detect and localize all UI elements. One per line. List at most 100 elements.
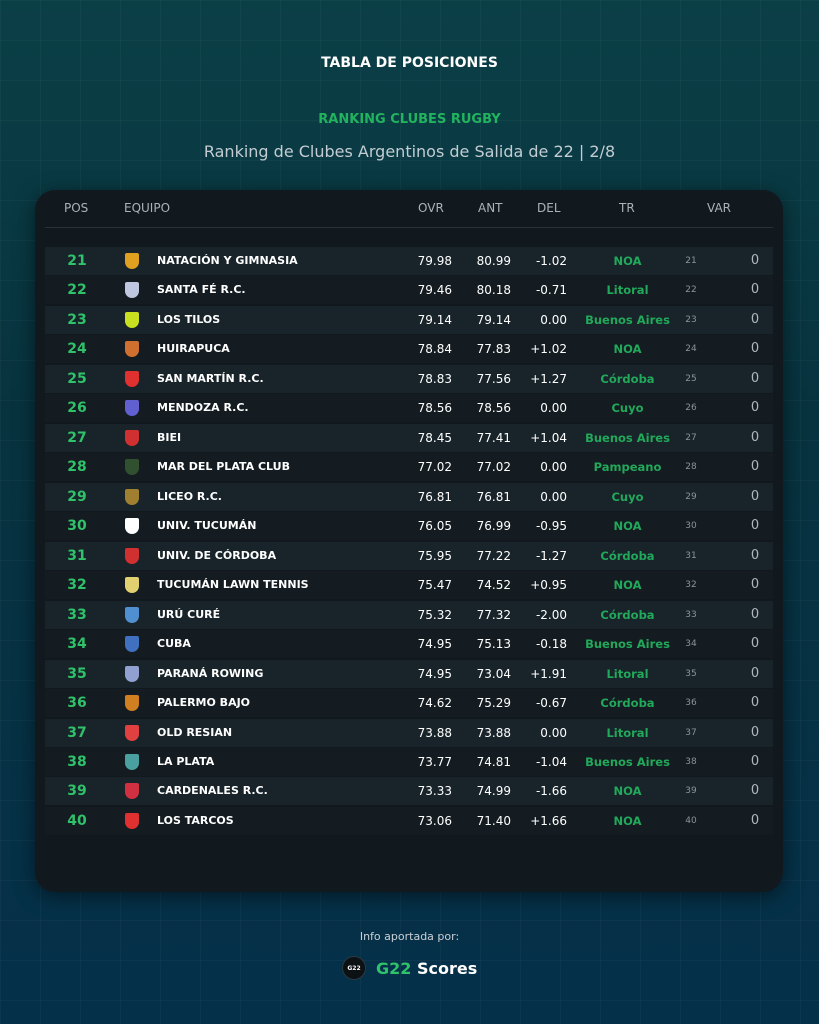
rank: 39	[685, 786, 697, 797]
del: 0.00	[540, 489, 567, 504]
team-badge	[125, 636, 139, 653]
team-badge	[125, 783, 139, 800]
variation: 0	[750, 695, 760, 711]
ovr: 76.05	[417, 519, 452, 534]
table-row: 36 PALERMO BAJO 74.62 75.29 -0.67 Córdoba 36 0	[45, 689, 773, 718]
team-name: CARDENALES R.C.	[157, 784, 268, 798]
region: Buenos Aires	[585, 430, 670, 445]
team-name: MENDOZA R.C.	[157, 401, 249, 415]
team-badge	[125, 429, 139, 446]
position: 21	[67, 253, 87, 269]
ovr: 78.45	[417, 430, 452, 445]
rank: 31	[685, 550, 697, 561]
del: 0.00	[540, 725, 567, 740]
del: -2.00	[535, 607, 567, 622]
del: -0.67	[535, 696, 567, 711]
team-badge	[125, 253, 139, 269]
ovr: 74.95	[417, 637, 452, 652]
del: -1.02	[535, 254, 567, 268]
team-name: LA PLATA	[157, 754, 215, 768]
table-row: 22 SANTA FÉ R.C. 79.46 80.18 -0.71 Litoral 22 0	[45, 276, 773, 305]
brand-logo: G22	[342, 956, 366, 980]
header-divider	[45, 227, 773, 228]
ovr: 73.33	[417, 784, 452, 799]
team-name: OLD RESIAN	[157, 725, 233, 739]
rank: 28	[685, 462, 697, 473]
ovr: 74.95	[417, 666, 452, 681]
position: 29	[67, 488, 87, 505]
del: +1.27	[530, 371, 567, 386]
variation: 0	[750, 253, 760, 268]
rank: 23	[685, 314, 697, 325]
variation: 0	[750, 577, 760, 593]
ovr: 78.84	[417, 342, 452, 357]
description: Ranking de Clubes Argentinos de Salida d…	[203, 142, 616, 161]
ant: 80.18	[476, 283, 511, 298]
team-badge	[125, 311, 139, 328]
team-badge	[125, 577, 139, 594]
position: 39	[67, 783, 87, 800]
rank: 25	[685, 373, 697, 384]
rank: 38	[685, 756, 697, 767]
team-name: SANTA FÉ R.C.	[157, 283, 246, 297]
team-name: MAR DEL PLATA CLUB	[157, 460, 290, 474]
team-name: UNIV. TUCUMÁN	[157, 519, 257, 533]
region: NOA	[613, 813, 642, 828]
variation: 0	[750, 547, 760, 563]
column-header: VAR	[707, 201, 731, 215]
ant: 74.81	[476, 754, 511, 769]
region: NOA	[613, 784, 642, 799]
column-header: OVR	[418, 201, 444, 215]
column-header: TR	[619, 201, 635, 215]
variation: 0	[750, 812, 760, 828]
variation: 0	[750, 400, 760, 416]
team-badge	[125, 606, 139, 623]
team-badge	[125, 370, 139, 387]
ant: 77.83	[476, 342, 511, 357]
ovr: 77.02	[417, 460, 452, 475]
ovr: 79.46	[417, 283, 452, 298]
rank: 40	[685, 815, 697, 826]
rank: 33	[685, 609, 697, 620]
team-badge	[125, 459, 139, 476]
ant: 77.22	[476, 548, 511, 563]
table-row: 21 NATACIÓN Y GIMNASIA 79.98 80.99 -1.02 NOA 2…	[45, 247, 773, 275]
region: Pampeano	[593, 460, 662, 475]
team-badge	[125, 488, 139, 505]
rank: 37	[685, 727, 697, 738]
ant: 76.99	[476, 519, 511, 534]
variation: 0	[750, 429, 760, 445]
del: +1.02	[530, 342, 567, 357]
ant: 75.29	[476, 696, 511, 711]
table-row: 28 MAR DEL PLATA CLUB 77.02 77.02 0.00 Pampea…	[45, 453, 773, 482]
ant: 76.81	[476, 489, 511, 504]
del: +0.95	[530, 578, 567, 593]
variation: 0	[750, 724, 760, 740]
position: 34	[67, 636, 87, 653]
team-badge	[125, 282, 139, 299]
table-row: 25 SAN MARTÍN R.C. 78.83 77.56 +1.27 Córdoba 2…	[45, 364, 773, 393]
ovr: 78.56	[417, 401, 452, 416]
rank: 30	[685, 521, 697, 532]
ovr: 73.77	[417, 754, 452, 769]
ant: 77.41	[476, 430, 511, 445]
table-row: 23 LOS TILOS 79.14 79.14 0.00 Buenos Aires 23 0	[45, 305, 773, 334]
region: Córdoba	[600, 371, 655, 386]
brand: G22 G22 Scores	[342, 956, 477, 980]
ovr: 75.95	[417, 548, 452, 563]
ant: 75.13	[476, 637, 511, 652]
table-row: 24 HUIRAPUCA 78.84 77.83 +1.02 NOA 24 0	[45, 335, 773, 364]
variation: 0	[750, 518, 760, 534]
position: 25	[67, 370, 87, 387]
table-row: 35 PARANÁ ROWING 74.95 73.04 +1.91 Litoral 35 0	[45, 659, 773, 688]
ant: 71.40	[476, 813, 511, 828]
rank: 22	[685, 285, 697, 296]
position: 31	[67, 547, 87, 564]
position: 23	[67, 311, 87, 328]
position: 26	[67, 400, 87, 417]
table-row: 27 BIEI 78.45 77.41 +1.04 Buenos Aires 27 0	[45, 423, 773, 452]
ovr: 75.32	[417, 607, 452, 622]
position: 24	[67, 341, 87, 358]
column-header: ANT	[478, 201, 503, 215]
